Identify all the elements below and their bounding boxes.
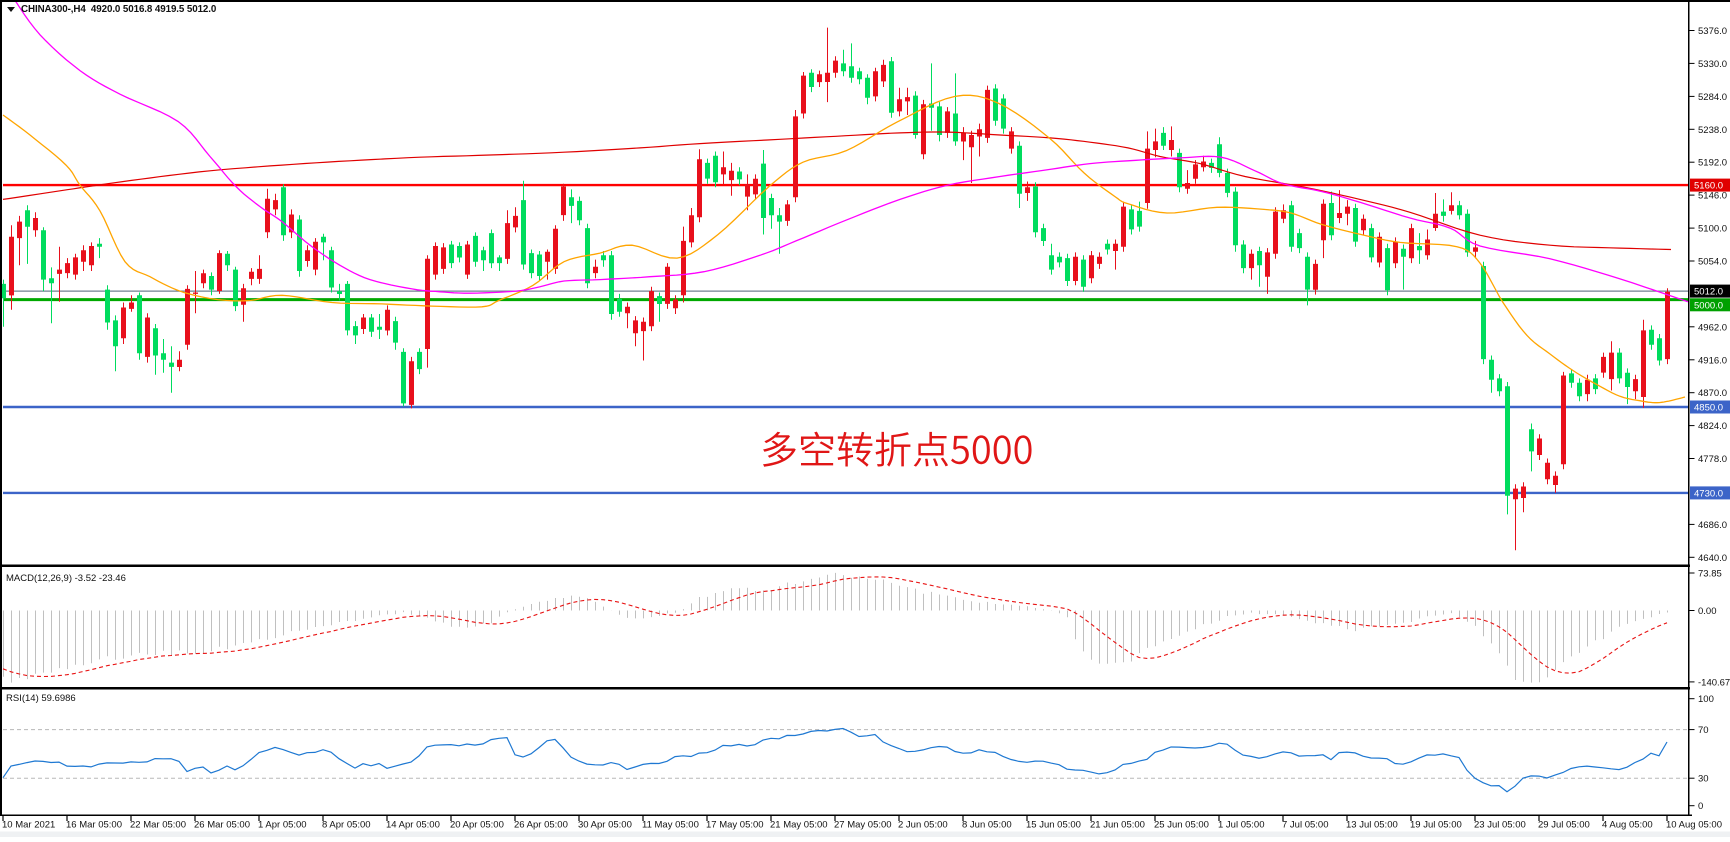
svg-text:4 Aug 05:00: 4 Aug 05:00 [1602,820,1653,831]
svg-text:MACD(12,26,9) -3.52 -23.46: MACD(12,26,9) -3.52 -23.46 [6,573,126,584]
svg-text:30 Apr 05:00: 30 Apr 05:00 [578,820,632,831]
svg-text:5238.0: 5238.0 [1698,125,1727,136]
svg-text:CHINA300-,H4 4920.0 5016.8 49: CHINA300-,H4 4920.0 5016.8 4919.5 5012.0 [21,4,217,15]
svg-text:5330.0: 5330.0 [1698,59,1727,70]
svg-text:5160.0: 5160.0 [1694,181,1723,192]
svg-text:5100.0: 5100.0 [1698,224,1727,235]
svg-text:-140.67: -140.67 [1698,677,1730,688]
svg-text:26 Apr 05:00: 26 Apr 05:00 [514,820,568,831]
svg-text:4962.0: 4962.0 [1698,322,1727,333]
svg-text:5284.0: 5284.0 [1698,92,1727,103]
svg-text:7 Jul 05:00: 7 Jul 05:00 [1282,820,1328,831]
svg-text:4916.0: 4916.0 [1698,355,1727,366]
svg-text:8 Jun 05:00: 8 Jun 05:00 [962,820,1012,831]
svg-text:17 May 05:00: 17 May 05:00 [706,820,764,831]
svg-text:0.00: 0.00 [1698,606,1717,617]
svg-text:100: 100 [1698,694,1714,705]
svg-text:10 Aug 05:00: 10 Aug 05:00 [1666,820,1722,831]
svg-text:14 Apr 05:00: 14 Apr 05:00 [386,820,440,831]
svg-text:8 Apr 05:00: 8 Apr 05:00 [322,820,371,831]
svg-text:10 Mar 2021: 10 Mar 2021 [2,820,55,831]
svg-text:25 Jun 05:00: 25 Jun 05:00 [1154,820,1209,831]
svg-text:2 Jun 05:00: 2 Jun 05:00 [898,820,948,831]
svg-text:13 Jul 05:00: 13 Jul 05:00 [1346,820,1398,831]
svg-text:29 Jul 05:00: 29 Jul 05:00 [1538,820,1590,831]
svg-text:15 Jun 05:00: 15 Jun 05:00 [1026,820,1081,831]
svg-text:4824.0: 4824.0 [1698,421,1727,432]
svg-text:5000.0: 5000.0 [1694,300,1723,311]
svg-text:5054.0: 5054.0 [1698,257,1727,268]
svg-text:21 May 05:00: 21 May 05:00 [770,820,828,831]
svg-text:5376.0: 5376.0 [1698,26,1727,37]
svg-text:20 Apr 05:00: 20 Apr 05:00 [450,820,504,831]
svg-text:4850.0: 4850.0 [1694,403,1723,414]
svg-text:27 May 05:00: 27 May 05:00 [834,820,892,831]
svg-text:19 Jul 05:00: 19 Jul 05:00 [1410,820,1462,831]
svg-text:23 Jul 05:00: 23 Jul 05:00 [1474,820,1526,831]
svg-text:5012.0: 5012.0 [1694,287,1723,298]
svg-text:0: 0 [1698,801,1703,812]
svg-text:4870.0: 4870.0 [1698,388,1727,399]
svg-text:21 Jun 05:00: 21 Jun 05:00 [1090,820,1145,831]
svg-text:4640.0: 4640.0 [1698,553,1727,564]
svg-text:4778.0: 4778.0 [1698,454,1727,465]
svg-text:5146.0: 5146.0 [1698,191,1727,202]
svg-text:26 Mar 05:00: 26 Mar 05:00 [194,820,250,831]
svg-text:73.85: 73.85 [1698,569,1722,580]
svg-text:1 Apr 05:00: 1 Apr 05:00 [258,820,307,831]
svg-text:70: 70 [1698,725,1709,736]
svg-text:22 Mar 05:00: 22 Mar 05:00 [130,820,186,831]
svg-text:30: 30 [1698,774,1709,785]
svg-text:1 Jul 05:00: 1 Jul 05:00 [1218,820,1264,831]
svg-text:4686.0: 4686.0 [1698,520,1727,531]
svg-text:5192.0: 5192.0 [1698,158,1727,169]
svg-text:4730.0: 4730.0 [1694,488,1723,499]
svg-text:11 May 05:00: 11 May 05:00 [642,820,699,831]
svg-text:16 Mar 05:00: 16 Mar 05:00 [66,820,122,831]
svg-text:RSI(14) 59.6986: RSI(14) 59.6986 [6,693,76,704]
